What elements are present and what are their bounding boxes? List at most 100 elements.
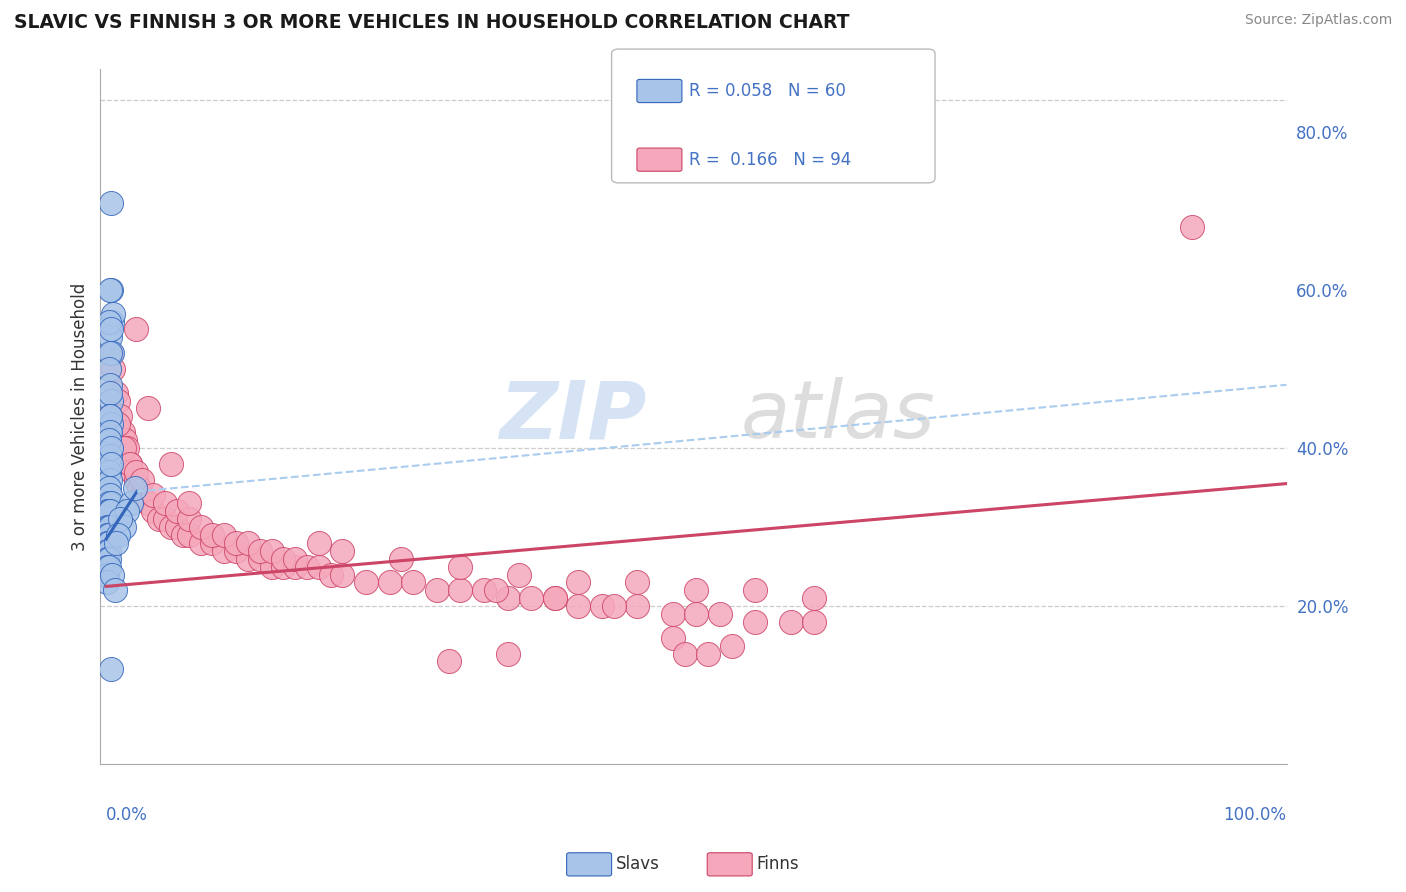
- Y-axis label: 3 or more Vehicles in Household: 3 or more Vehicles in Household: [72, 282, 89, 550]
- Point: [225, 536, 247, 550]
- Point: [125, 473, 148, 487]
- Point: [97, 362, 120, 376]
- Point: [626, 599, 648, 614]
- Point: [111, 425, 134, 440]
- Point: [97, 559, 120, 574]
- Point: [1181, 219, 1204, 234]
- Point: [100, 662, 122, 676]
- Point: [131, 488, 153, 502]
- Text: atlas: atlas: [741, 377, 935, 456]
- Point: [271, 559, 294, 574]
- Point: [101, 567, 124, 582]
- Point: [101, 346, 124, 360]
- Point: [803, 615, 825, 629]
- Point: [673, 647, 696, 661]
- Point: [128, 481, 150, 495]
- Point: [97, 457, 120, 471]
- Point: [160, 520, 183, 534]
- Point: [685, 607, 707, 621]
- Point: [104, 385, 127, 400]
- Point: [330, 543, 353, 558]
- Point: [685, 583, 707, 598]
- Point: [155, 496, 177, 510]
- Point: [449, 559, 471, 574]
- Text: ZIP: ZIP: [499, 377, 645, 456]
- Point: [662, 631, 685, 645]
- Point: [98, 488, 121, 502]
- Point: [100, 417, 122, 432]
- Point: [98, 425, 121, 440]
- Point: [319, 567, 342, 582]
- Point: [508, 567, 530, 582]
- Point: [96, 559, 118, 574]
- Point: [308, 536, 330, 550]
- Point: [177, 496, 200, 510]
- Point: [172, 528, 194, 542]
- Point: [603, 599, 626, 614]
- Point: [136, 401, 159, 416]
- Point: [125, 465, 148, 479]
- Point: [96, 520, 118, 534]
- Point: [96, 536, 118, 550]
- Point: [98, 330, 121, 344]
- Point: [295, 559, 318, 574]
- Point: [96, 551, 118, 566]
- Point: [284, 551, 307, 566]
- Point: [626, 575, 648, 590]
- Text: R =  0.166   N = 94: R = 0.166 N = 94: [689, 151, 851, 169]
- Point: [249, 551, 271, 566]
- Point: [98, 385, 121, 400]
- Point: [98, 377, 121, 392]
- Point: [177, 512, 200, 526]
- Point: [100, 457, 122, 471]
- Point: [496, 647, 519, 661]
- Point: [155, 512, 177, 526]
- Point: [97, 496, 120, 510]
- Point: [166, 504, 188, 518]
- Point: [803, 591, 825, 606]
- Text: Finns: Finns: [756, 855, 799, 873]
- Point: [98, 449, 121, 463]
- Text: SLAVIC VS FINNISH 3 OR MORE VEHICLES IN HOUSEHOLD CORRELATION CHART: SLAVIC VS FINNISH 3 OR MORE VEHICLES IN …: [14, 13, 849, 32]
- Point: [591, 599, 613, 614]
- Point: [100, 441, 122, 455]
- Point: [100, 195, 122, 210]
- Point: [97, 520, 120, 534]
- Point: [100, 346, 122, 360]
- Point: [249, 543, 271, 558]
- Point: [260, 559, 283, 574]
- Point: [136, 496, 159, 510]
- Point: [118, 457, 141, 471]
- Point: [389, 551, 412, 566]
- Point: [107, 417, 129, 432]
- Point: [110, 409, 132, 424]
- Text: 0.0%: 0.0%: [107, 806, 148, 824]
- Point: [112, 441, 135, 455]
- Point: [97, 551, 120, 566]
- Point: [472, 583, 495, 598]
- Point: [110, 512, 132, 526]
- Point: [260, 543, 283, 558]
- Point: [98, 409, 121, 424]
- Point: [117, 504, 139, 518]
- Text: R = 0.058   N = 60: R = 0.058 N = 60: [689, 82, 846, 100]
- Point: [709, 607, 731, 621]
- Point: [721, 639, 744, 653]
- Point: [190, 520, 212, 534]
- Point: [779, 615, 801, 629]
- Point: [121, 465, 143, 479]
- Point: [98, 283, 121, 297]
- Point: [96, 528, 118, 542]
- Point: [100, 283, 122, 297]
- Point: [142, 504, 165, 518]
- Point: [131, 473, 153, 487]
- Point: [201, 528, 224, 542]
- Point: [449, 583, 471, 598]
- Point: [104, 536, 127, 550]
- Point: [744, 615, 766, 629]
- Point: [96, 551, 118, 566]
- Point: [96, 543, 118, 558]
- Point: [426, 583, 449, 598]
- Point: [98, 346, 121, 360]
- Point: [354, 575, 377, 590]
